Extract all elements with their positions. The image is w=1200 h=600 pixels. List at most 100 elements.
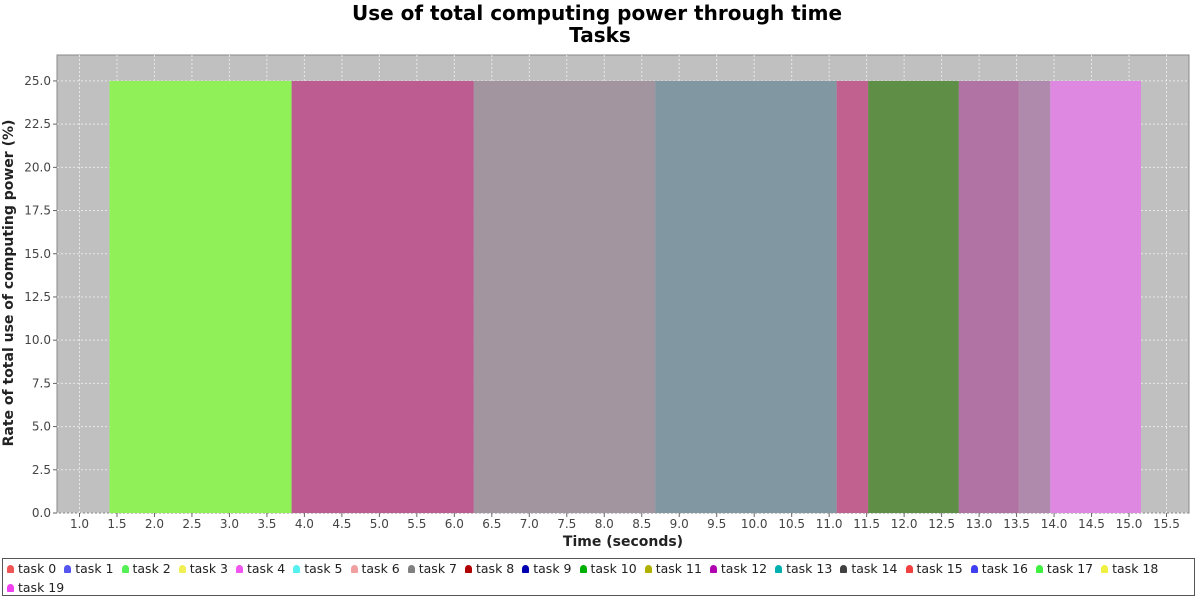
legend-swatch <box>840 564 848 573</box>
y-tick-label: 25.0 <box>24 74 51 88</box>
legend-swatch <box>775 564 783 573</box>
chart-subtitle: Tasks <box>569 23 631 47</box>
x-tick-label: 2.5 <box>182 517 201 531</box>
legend-item: task 1 <box>64 560 114 577</box>
legend-swatch <box>579 564 587 573</box>
legend-label: task 12 <box>720 561 768 576</box>
legend-swatch <box>709 564 717 573</box>
x-tick-label: 7.0 <box>520 517 539 531</box>
x-axis-label: Time (seconds) <box>563 534 683 550</box>
x-tick-label: 9.5 <box>707 517 726 531</box>
legend-label: task 4 <box>247 561 286 576</box>
x-tick-label: 10.5 <box>778 517 805 531</box>
legend-swatch <box>970 564 978 573</box>
y-tick-label: 5.0 <box>32 420 51 434</box>
x-tick-label: 4.0 <box>295 517 314 531</box>
legend-item: task 11 <box>644 560 702 577</box>
legend-label: task 11 <box>655 561 702 576</box>
x-tick-label: 9.0 <box>670 517 689 531</box>
x-tick-label: 14.5 <box>1078 517 1105 531</box>
x-tick-label: 2.0 <box>145 517 164 531</box>
x-tick-label: 6.5 <box>482 517 501 531</box>
legend-swatch <box>350 564 358 573</box>
area-segment <box>958 80 1019 513</box>
legend-item: task 8 <box>465 560 514 577</box>
legend-label: task 14 <box>851 561 898 576</box>
x-tick-label: 12.5 <box>928 517 955 531</box>
legend-label: task 18 <box>1112 561 1159 576</box>
legend-item: task 10 <box>579 560 637 577</box>
axes: 1.0 1.5 2.0 2.5 3.0 3.5 4.0 4.5 5.0 5.5 6.0 6.5 7.0 7… <box>24 74 1180 531</box>
legend-label: task 17 <box>1046 561 1094 576</box>
legend-label: task 6 <box>361 561 400 576</box>
legend-label: task 13 <box>786 561 833 576</box>
legend-label: task 8 <box>476 561 515 576</box>
legend-item: task 14 <box>840 560 898 577</box>
legend-swatch <box>7 583 14 592</box>
legend-item: task 6 <box>350 560 400 577</box>
area-segment <box>1050 80 1142 513</box>
x-tick-label: 4.5 <box>332 517 351 531</box>
x-tick-label: 15.5 <box>1153 517 1180 531</box>
y-tick-label: 0.0 <box>32 506 51 520</box>
x-tick-label: 14.0 <box>1041 517 1068 531</box>
legend-label: task 15 <box>916 561 963 576</box>
area-segment <box>109 80 292 513</box>
legend-swatch <box>121 564 129 573</box>
x-tick-label: 5.5 <box>407 517 426 531</box>
legend-label: task 10 <box>590 561 637 576</box>
area-segment <box>1018 80 1051 513</box>
legend-swatch <box>522 564 530 573</box>
legend-label: task 19 <box>18 580 65 595</box>
legend-swatch <box>64 564 72 573</box>
legend-item: task 2 <box>121 560 171 577</box>
legend-swatch <box>1035 564 1043 573</box>
y-tick-label: 15.0 <box>24 247 51 261</box>
y-tick-label: 7.5 <box>32 376 51 390</box>
y-tick-label: 17.5 <box>24 204 51 218</box>
legend-item: task 15 <box>905 560 963 577</box>
legend-label: task 0 <box>18 561 57 576</box>
legend-items: task 0 task 1 task 2 task 3 task 4 task 5 task… <box>7 560 1187 596</box>
x-tick-label: 8.5 <box>632 517 651 531</box>
y-tick-label: 22.5 <box>24 117 51 131</box>
legend-item: task 13 <box>775 560 832 577</box>
x-tick-label: 13.0 <box>966 517 993 531</box>
area-segment <box>473 80 656 513</box>
legend-swatch <box>407 564 415 573</box>
legend-swatch <box>236 564 243 573</box>
x-tick-label: 15.0 <box>1116 517 1143 531</box>
legend-label: task 9 <box>533 561 572 576</box>
y-tick-label: 20.0 <box>24 160 51 174</box>
area-segment <box>655 80 837 513</box>
x-tick-label: 6.0 <box>445 517 464 531</box>
x-tick-label: 11.0 <box>816 517 843 531</box>
x-tick-label: 10.0 <box>741 517 768 531</box>
x-tick-label: 3.5 <box>257 517 276 531</box>
legend-item: task 18 <box>1101 560 1158 577</box>
legend-swatch <box>178 564 186 573</box>
x-tick-label: 3.0 <box>220 517 239 531</box>
y-axis-label: Rate of total use of computing power (%) <box>1 120 17 447</box>
area-segments <box>109 80 1142 513</box>
legend-item: task 12 <box>709 560 768 577</box>
y-tick-label: 10.0 <box>24 333 51 347</box>
legend-label: task 7 <box>418 561 457 576</box>
x-tick-label: 13.5 <box>1003 517 1030 531</box>
x-tick-label: 1.0 <box>70 517 89 531</box>
legend-label: task 16 <box>981 561 1028 576</box>
chart-title: Use of total computing power through tim… <box>352 1 842 25</box>
chart: Use of total computing power through tim… <box>1 1 1190 550</box>
legend-label: task 3 <box>189 561 228 576</box>
legend-item: task 7 <box>407 560 457 577</box>
legend-item: task 4 <box>236 560 285 577</box>
x-tick-label: 11.5 <box>853 517 880 531</box>
x-tick-label: 5.0 <box>370 517 389 531</box>
area-segment <box>836 80 869 513</box>
legend-item: task 3 <box>178 560 228 577</box>
legend-swatch <box>1101 564 1109 573</box>
y-tick-label: 2.5 <box>32 463 51 477</box>
legend-item: task 0 <box>7 560 56 577</box>
legend-swatch <box>905 564 913 573</box>
legend-item: task 9 <box>522 560 572 577</box>
